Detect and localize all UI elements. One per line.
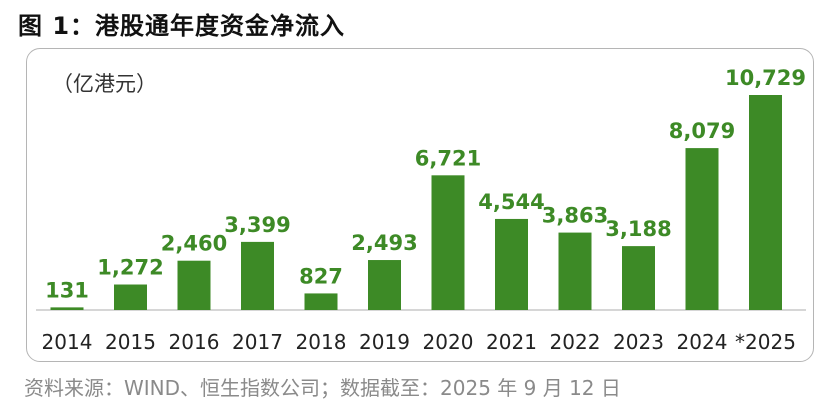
bar-2024 <box>685 148 719 310</box>
bar-2015 <box>114 284 147 310</box>
bar-2014 <box>50 307 84 310</box>
x-tick-2022: 2022 <box>550 330 601 354</box>
chart-frame <box>26 48 814 362</box>
data-label-2015: 1,272 <box>97 256 163 280</box>
bar-2021 <box>495 218 528 310</box>
bar-2017 <box>241 241 274 310</box>
data-label-2021: 4,544 <box>478 190 544 214</box>
bar-2016 <box>177 260 211 310</box>
x-tick-2018: 2018 <box>296 330 347 354</box>
data-label-2017: 3,399 <box>224 213 290 237</box>
bar-2020 <box>431 175 465 310</box>
bar-2023 <box>622 246 655 310</box>
source-note: 资料来源：WIND、恒生指数公司；数据截至：2025 年 9 月 12 日 <box>24 376 621 400</box>
bar-2019 <box>368 260 401 310</box>
bar-*2025 <box>749 95 782 310</box>
x-tick-2024: 2024 <box>677 330 728 354</box>
data-label-2023: 3,188 <box>605 217 671 241</box>
x-tick-2021: 2021 <box>486 330 537 354</box>
data-label-2016: 2,460 <box>161 232 227 256</box>
x-tick-*2025: *2025 <box>735 330 796 354</box>
x-tick-2017: 2017 <box>232 330 283 354</box>
data-label-2020: 6,721 <box>415 146 481 170</box>
x-tick-2015: 2015 <box>105 330 156 354</box>
data-label-2019: 2,493 <box>351 231 417 255</box>
x-tick-2019: 2019 <box>359 330 410 354</box>
x-tick-2023: 2023 <box>613 330 664 354</box>
data-label-2022: 3,863 <box>542 204 608 228</box>
x-tick-2020: 2020 <box>423 330 474 354</box>
chart-title: 图 1：港股通年度资金净流入 <box>18 12 346 40</box>
data-label-*2025: 10,729 <box>725 66 806 90</box>
data-label-2018: 827 <box>299 264 343 288</box>
bar-2018 <box>304 293 338 310</box>
x-tick-2014: 2014 <box>42 330 93 354</box>
bar-2022 <box>558 232 592 310</box>
data-label-2014: 131 <box>45 278 89 302</box>
x-tick-2016: 2016 <box>169 330 220 354</box>
data-label-2024: 8,079 <box>669 119 735 143</box>
unit-label: （亿港元） <box>52 72 157 96</box>
